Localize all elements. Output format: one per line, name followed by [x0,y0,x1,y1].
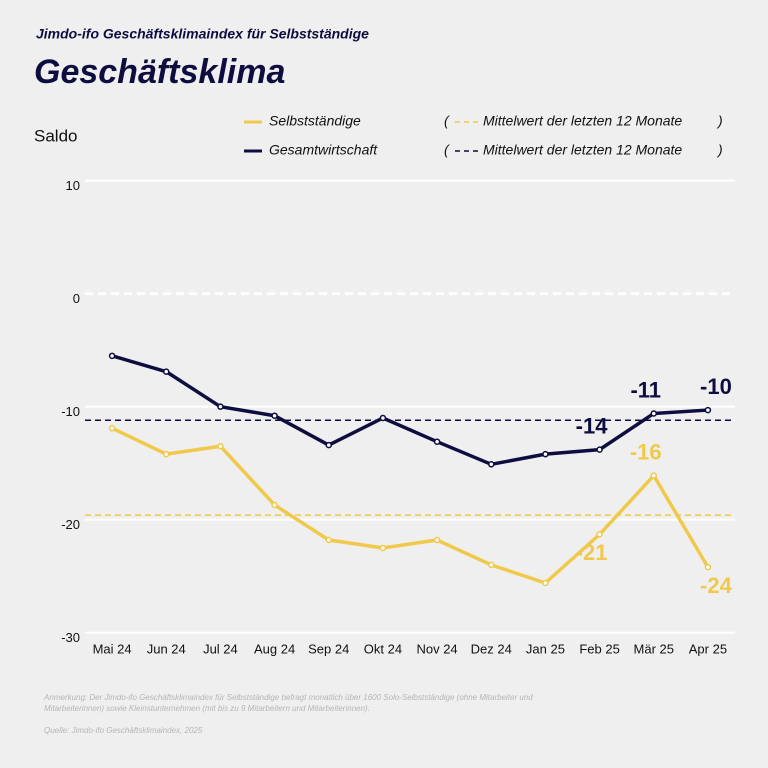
point [542,579,549,587]
value-label: -10 [700,374,732,399]
point [596,531,603,538]
x-tick-label: Nov 24 [416,641,457,656]
point [704,406,712,414]
y-tick-label: -30 [61,630,80,645]
point [163,368,170,375]
point [488,561,495,569]
value-label: -16 [630,439,662,464]
point [596,446,603,453]
legend-paren: ( [444,142,450,158]
legend-mean-label: Mittelwert der letzten 12 Monate [483,142,682,158]
point [271,501,278,509]
legend-label: Selbstständige [269,113,361,129]
y-tick-label: 0 [73,291,80,306]
point [433,536,441,544]
value-label: -14 [576,413,609,438]
series-line [111,426,710,585]
x-tick-label: Jul 24 [203,641,238,656]
x-tick-label: Mär 25 [634,641,674,656]
y-tick-label: -20 [61,517,80,532]
point [325,441,332,449]
point [325,536,332,544]
x-tick-label: Sep 24 [308,641,349,656]
point [650,410,657,417]
legend-paren: ( [444,113,450,129]
note: Anmerkung: Der Jimdo-ifo Geschäftsklimai… [44,693,533,713]
y-axis-label: Saldo [34,126,77,145]
point [217,403,224,410]
point [217,442,224,450]
point [704,563,712,571]
x-tick-label: Apr 25 [689,641,727,656]
point [488,461,495,468]
point [108,352,116,360]
source: Quelle: Jimdo-ifo Geschäftsklimaindex, 2… [44,726,203,735]
x-tick-label: Jan 25 [526,641,565,656]
point [650,472,657,479]
supertitle: Jimdo-ifo Geschäftsklimaindex für Selbst… [36,26,369,42]
legend-mean-label: Mittelwert der letzten 12 Monate [483,113,682,129]
value-label: -21 [576,540,608,565]
y-tick-label: -10 [61,404,80,419]
point [271,412,278,419]
point [433,438,441,445]
x-tick-label: Aug 24 [254,641,295,656]
x-tick-label: Mai 24 [93,641,132,656]
point [379,544,387,552]
legend-paren: ) [716,113,723,129]
value-label: -24 [700,573,733,598]
y-tick-label: 10 [66,178,80,193]
x-tick-label: Dez 24 [471,641,512,656]
value-label: -11 [630,377,661,402]
x-tick-label: Jun 24 [147,641,186,656]
legend-paren: ) [716,142,723,158]
chart-title: Geschäftsklima [34,53,285,91]
legend-label: Gesamtwirtschaft [269,142,378,158]
point [108,424,116,432]
series-line [111,354,709,467]
point [379,414,387,422]
x-tick-label: Feb 25 [579,641,619,656]
x-tick-label: Okt 24 [364,641,402,656]
point [163,450,170,458]
point [542,450,549,458]
